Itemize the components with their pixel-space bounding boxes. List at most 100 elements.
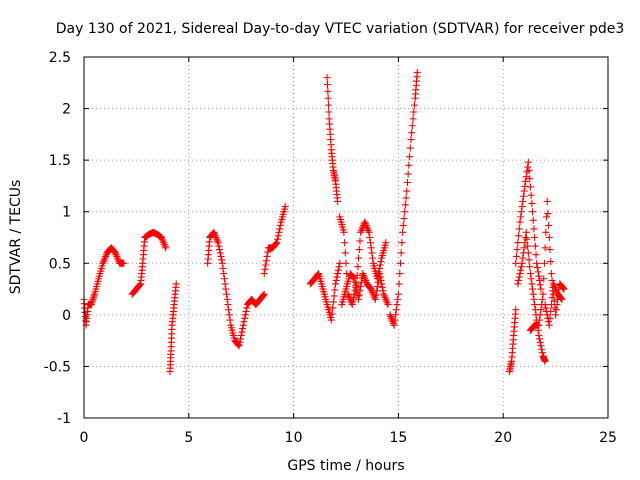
y-tick-label: 0.5 [49,256,71,272]
data-point [517,213,525,221]
data-point [546,246,554,254]
data-point [276,225,284,233]
data-point [281,205,289,213]
data-point [355,254,363,262]
data-point [263,252,271,260]
data-point [534,268,542,276]
data-point [241,314,249,322]
data-point [375,268,383,276]
data-point [322,298,330,306]
data-point [331,175,339,183]
data-point [380,290,388,298]
data-point [159,237,167,245]
data-point [363,223,371,231]
data-point [349,273,357,281]
data-point [140,238,148,246]
data-point [222,285,230,293]
data-point [519,254,527,262]
data-point [519,192,527,200]
data-point [218,256,226,264]
data-point [361,218,369,226]
data-point [391,316,399,324]
data-point [379,287,387,295]
data-point [212,234,220,241]
data-point [324,94,332,102]
data-point [170,304,178,312]
data-point [529,285,537,293]
y-tick-label: -0.5 [44,359,71,375]
data-point [334,270,342,278]
data-point [329,298,337,306]
data-point [345,292,353,300]
data-point [378,280,386,288]
data-point [225,306,233,314]
data-point [378,283,386,291]
data-point [274,232,282,240]
data-point [403,178,411,186]
data-point [162,244,170,252]
data-point [535,272,543,280]
y-tick-label: 1.5 [49,153,71,169]
x-tick-label: 25 [599,430,617,446]
data-point [536,276,544,284]
data-point [318,282,326,290]
data-point [134,282,142,290]
data-point [515,225,523,233]
data-point [362,221,370,229]
data-point [402,194,410,202]
data-point [109,246,117,254]
x-tick-label: 5 [184,430,193,446]
data-point [552,285,560,293]
data-point [354,263,362,271]
data-point [100,258,108,266]
data-point [548,294,556,302]
data-point [528,199,536,207]
data-point [515,273,523,281]
data-point [356,287,364,295]
data-point [357,282,365,290]
data-point [517,263,525,271]
data-point [349,297,357,305]
series-arc-6 [306,259,344,324]
data-point [527,275,535,283]
data-point [368,249,376,257]
data-point [541,244,549,252]
data-point [221,280,229,288]
data-point [241,311,249,319]
data-point [376,270,384,278]
data-point [354,292,362,300]
data-point [410,101,418,109]
data-point [538,295,546,303]
data-point [351,278,359,286]
series-arc-7 [323,74,342,205]
data-point [138,263,146,271]
data-point [366,239,374,247]
data-point [271,240,279,248]
data-point [534,321,542,329]
data-point [413,73,421,81]
data-point [276,221,284,229]
data-point [515,232,523,240]
data-point [327,313,335,321]
data-point [332,276,340,284]
data-point [520,187,528,195]
data-point [342,259,350,267]
data-point [536,338,544,346]
data-point [546,314,554,322]
data-point [392,311,400,319]
data-point [537,306,545,314]
axis-ticks: 0 5 10 15 20 25 -1 -0.5 0 0.5 1 1.5 2 2.5 [44,50,617,446]
data-point [350,274,358,282]
data-point [518,259,526,267]
data-point [223,295,231,303]
data-point [271,241,279,249]
data-point [348,299,356,307]
data-point [524,249,532,257]
plot-frame [83,56,609,419]
data-point [398,239,406,247]
data-point [158,235,166,243]
data-point [172,283,180,291]
data-point [517,208,525,216]
data-point [547,307,555,315]
